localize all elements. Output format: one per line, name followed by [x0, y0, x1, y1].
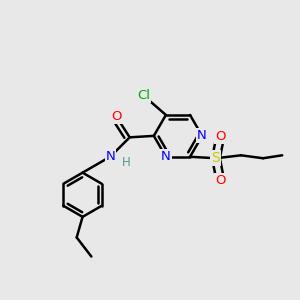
Text: H: H [122, 156, 131, 169]
Text: S: S [212, 151, 220, 165]
Text: O: O [215, 174, 226, 187]
Text: N: N [197, 129, 207, 142]
Text: O: O [215, 130, 226, 143]
Text: N: N [106, 150, 116, 163]
Text: O: O [111, 110, 122, 123]
Text: N: N [161, 150, 171, 163]
Text: Cl: Cl [137, 89, 150, 102]
